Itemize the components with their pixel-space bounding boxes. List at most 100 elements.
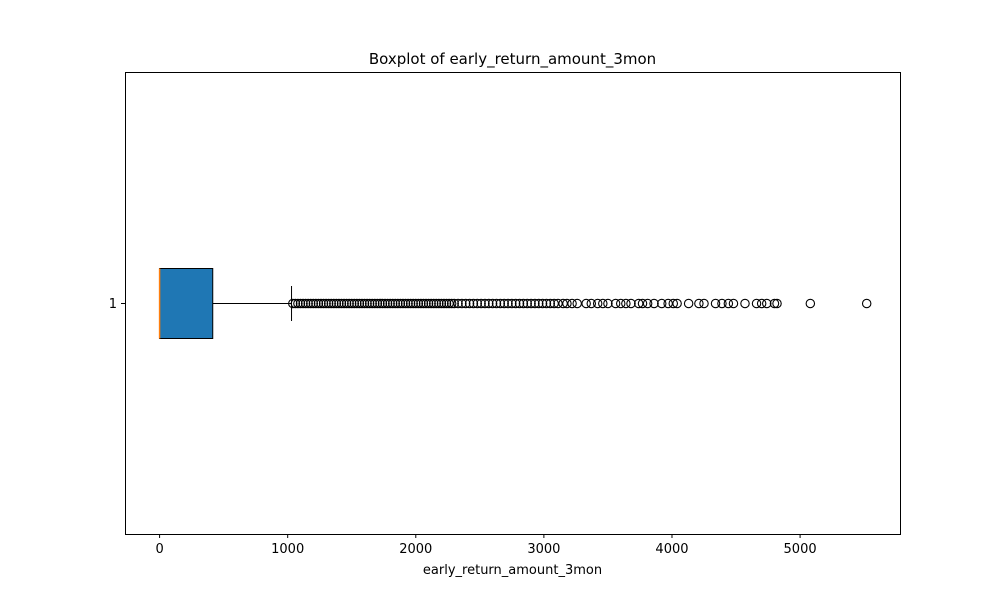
outlier-point (352, 298, 362, 309)
outlier-point (672, 298, 682, 309)
outlier-point (372, 298, 383, 309)
outlier-point (476, 298, 486, 309)
outlier-point (562, 298, 572, 309)
outlier-point (316, 298, 326, 309)
outlier-point (357, 298, 367, 309)
outlier-point (359, 298, 370, 309)
outlier-point (329, 298, 339, 309)
outlier-point (633, 298, 644, 309)
outlier-point (393, 298, 403, 309)
x-tick-label: 5000 (784, 542, 817, 557)
outlier-point (649, 298, 659, 309)
outlier-point (403, 298, 413, 309)
outlier-point (581, 298, 591, 309)
outlier-point (751, 298, 762, 309)
outlier-point (367, 298, 377, 309)
outlier-point (377, 298, 388, 309)
outlier-point (398, 298, 408, 309)
outlier-point (553, 298, 563, 309)
outlier-point (313, 298, 324, 309)
outlier-point (534, 298, 544, 309)
outlier-point (518, 298, 529, 309)
outlier-point (411, 298, 421, 309)
outlier-point (364, 298, 375, 309)
outlier-point (663, 298, 673, 309)
outlier-point (336, 298, 347, 309)
outlier-point (480, 298, 490, 309)
outlier-point (288, 298, 298, 309)
outlier-point (439, 298, 449, 309)
outlier-point (503, 298, 513, 309)
outlier-point (530, 298, 540, 309)
outlier-point (495, 298, 506, 309)
outlier-point (300, 298, 311, 309)
x-tick-label: 1000 (271, 542, 304, 557)
outlier-point (626, 298, 636, 309)
outlier-point (341, 298, 352, 309)
outlier-point (428, 298, 439, 309)
outlier-point (510, 298, 521, 309)
outlier-point (441, 298, 452, 309)
outlier-point (586, 298, 597, 309)
outlier-point (431, 298, 442, 309)
outlier-point (723, 298, 734, 309)
outlier-point (423, 298, 434, 309)
outlier-point (318, 298, 329, 309)
outlier-point (499, 298, 509, 309)
outlier-point (290, 298, 301, 309)
outlier-point (861, 298, 872, 309)
outlier-point (413, 298, 424, 309)
outlier-point (472, 298, 483, 309)
outlier-point (416, 298, 426, 309)
outlier-point (637, 298, 648, 309)
outlier-point (668, 298, 679, 309)
outlier-point (387, 298, 398, 309)
outlier-point (295, 298, 306, 309)
iqr-box (159, 268, 214, 339)
x-axis-label: early_return_amount_3mon (423, 563, 602, 578)
outlier-point (464, 298, 475, 309)
outlier-point (487, 298, 498, 309)
outlier-point (567, 298, 577, 309)
outlier-point (395, 298, 406, 309)
outlier-point (526, 298, 536, 309)
outlier-point (762, 298, 772, 309)
flier-group (288, 298, 872, 309)
outlier-point (303, 298, 313, 309)
outlier-point (598, 298, 608, 309)
outlier-point (334, 298, 344, 309)
x-tick-label: 3000 (527, 542, 560, 557)
outlier-point (710, 298, 721, 309)
outlier-point (421, 298, 431, 309)
outlier-point (346, 298, 357, 309)
outlier-point (298, 298, 308, 309)
outlier-point (603, 298, 613, 309)
axes: 1 0 1000 2000 3000 4000 5000 (109, 297, 817, 557)
outlier-point (444, 298, 454, 309)
chart-title: Boxplot of early_return_amount_3mon (369, 50, 656, 69)
outlier-point (436, 298, 447, 309)
outlier-point (331, 298, 342, 309)
outlier-point (491, 298, 502, 309)
outlier-point (756, 298, 767, 309)
outlier-point (375, 298, 385, 309)
outlier-point (457, 298, 467, 309)
outlier-point (699, 298, 709, 309)
outlier-point (507, 298, 517, 309)
outlier-point (468, 298, 479, 309)
x-tick-label: 0 (155, 542, 163, 557)
outlier-point (446, 298, 457, 309)
outlier-point (408, 298, 418, 309)
outlier-point (642, 298, 653, 309)
outlier-point (740, 298, 750, 309)
outlier-point (549, 298, 559, 309)
outlier-point (339, 298, 349, 309)
outlier-point (321, 298, 331, 309)
outlier-point (418, 298, 429, 309)
outlier-point (385, 298, 395, 309)
outlier-point (610, 298, 621, 309)
outlier-point (453, 298, 463, 309)
outlier-point (308, 298, 319, 309)
y-tick-label: 1 (109, 297, 117, 312)
